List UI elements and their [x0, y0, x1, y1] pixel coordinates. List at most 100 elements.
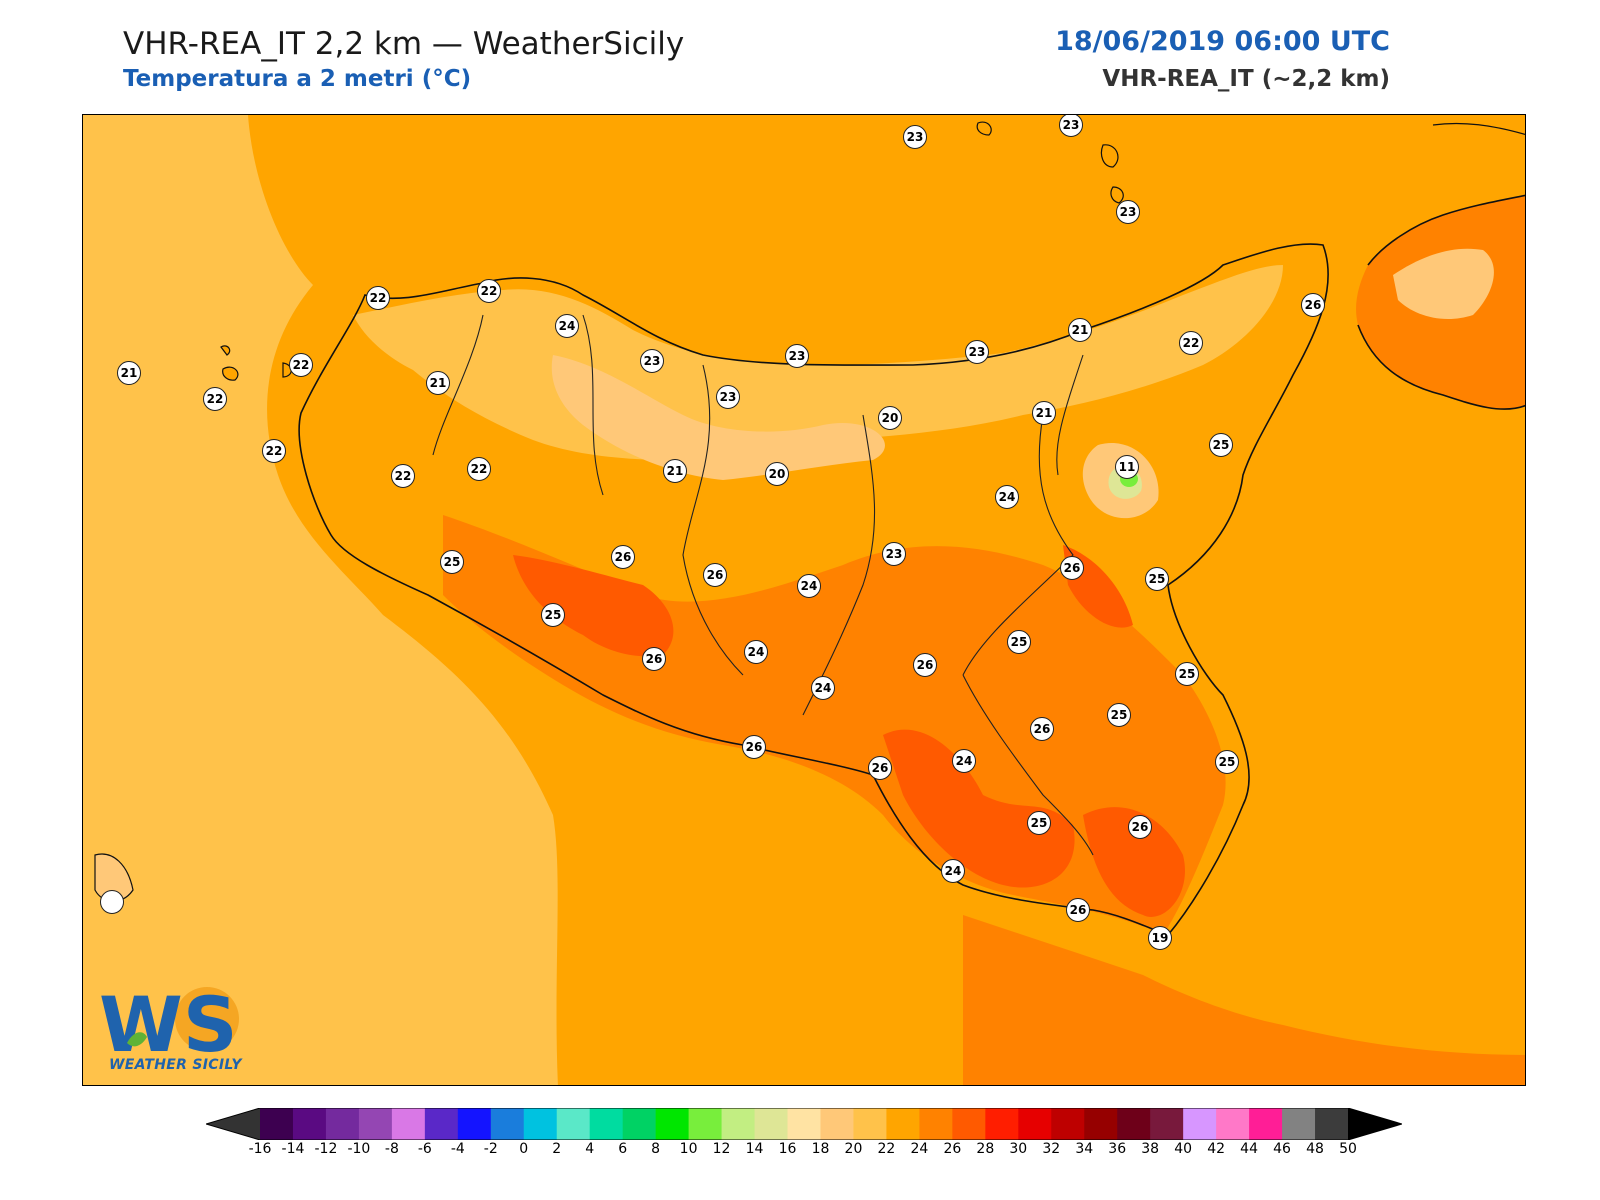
colorbar-cell	[1315, 1108, 1349, 1140]
station-marker: 22	[477, 279, 501, 303]
station-marker	[100, 890, 124, 914]
colorbar-cell	[325, 1108, 360, 1140]
south-east-sea-warm	[963, 915, 1525, 1085]
province-borders	[432, 314, 1094, 856]
colorbar-tick-label: 44	[1240, 1141, 1258, 1157]
station-marker: 26	[742, 735, 766, 759]
station-marker: 23	[640, 349, 664, 373]
station-marker: 24	[952, 749, 976, 773]
station-marker: 23	[965, 340, 989, 364]
station-marker: 26	[611, 545, 635, 569]
colorbar-tick-label: 38	[1141, 1141, 1160, 1157]
colorbar-tick-label: 32	[1042, 1141, 1061, 1157]
colorbar-cell	[292, 1108, 327, 1140]
station-marker: 25	[1007, 630, 1031, 654]
station-marker: 26	[703, 563, 727, 587]
station-marker: 11	[1115, 455, 1139, 479]
colorbar-tick-label: 14	[745, 1141, 764, 1157]
colorbar-cell	[1018, 1108, 1052, 1140]
colorbar-cell	[622, 1108, 657, 1140]
logo-text: WEATHER SICILY	[109, 1057, 242, 1073]
station-marker: 21	[426, 371, 450, 395]
station-marker: 22	[391, 464, 415, 488]
station-marker: 22	[262, 439, 286, 463]
colorbar-tick-label: 4	[585, 1141, 595, 1157]
colorbar-cell	[1084, 1108, 1118, 1140]
station-marker: 23	[882, 542, 906, 566]
colorbar-tick-label: -14	[281, 1141, 305, 1157]
station-marker: 23	[903, 125, 927, 149]
colorbar-cell	[919, 1108, 953, 1140]
temperature-map: 23 23 23 22 22 24 21 22 23 23 23 21 22 2…	[82, 114, 1526, 1086]
colorbar-cell	[853, 1108, 887, 1140]
colorbar-cell	[1216, 1108, 1250, 1140]
station-marker: 25	[1175, 662, 1199, 686]
colorbar-tick-label: -2	[483, 1141, 498, 1157]
station-marker: 26	[1066, 898, 1090, 922]
colorbar-tick-label: -4	[450, 1141, 465, 1157]
station-marker: 21	[1032, 401, 1056, 425]
colorbar-tick-label: 18	[811, 1141, 830, 1157]
valid-datetime: 18/06/2019 06:00 UTC	[1055, 26, 1390, 57]
colorbar-tick-label: 30	[1009, 1141, 1028, 1157]
colorbar-cell	[721, 1108, 756, 1140]
colorbar-tick-label: 46	[1273, 1141, 1291, 1157]
station-marker: 22	[289, 353, 313, 377]
station-marker: 26	[913, 653, 937, 677]
colorbar-tick-label: -10	[347, 1141, 371, 1157]
colorbar-cell	[886, 1108, 920, 1140]
colorbar-tick-label: -6	[417, 1141, 432, 1157]
hot-patch-south-west	[513, 555, 674, 657]
hot-patch-south-east	[1083, 807, 1185, 917]
colorbar-over-arrow	[1348, 1108, 1402, 1140]
colorbar-cell	[1183, 1108, 1217, 1140]
station-marker: 23	[1116, 200, 1140, 224]
station-marker: 26	[1060, 556, 1084, 580]
station-marker: 26	[1030, 717, 1054, 741]
colorbar-tick-label: 22	[877, 1141, 896, 1157]
sicily-coastline	[298, 243, 1329, 936]
station-marker: 24	[797, 574, 821, 598]
colorbar-tick-label: 24	[910, 1141, 929, 1157]
calabria-cool	[1393, 248, 1494, 320]
colorbar-tick-label: 2	[552, 1141, 562, 1157]
station-marker: 24	[941, 859, 965, 883]
station-marker: 23	[716, 385, 740, 409]
colorbar-tick-label: 8	[651, 1141, 661, 1157]
station-marker: 24	[744, 640, 768, 664]
colorbar-tick-label: -8	[384, 1141, 399, 1157]
temperature-colorbar	[206, 1108, 1402, 1140]
station-marker: 26	[1128, 815, 1152, 839]
colorbar-tick-label: 26	[943, 1141, 962, 1157]
colorbar-under-arrow	[206, 1108, 260, 1140]
colorbar-cell	[1249, 1108, 1283, 1140]
colorbar-tick-label: 12	[712, 1141, 731, 1157]
station-marker: 25	[440, 550, 464, 574]
station-marker: 21	[117, 361, 141, 385]
colorbar-cell	[490, 1108, 525, 1140]
colorbar-tick-label: 40	[1174, 1141, 1193, 1157]
colorbar-cell	[688, 1108, 723, 1140]
colorbar-tick-label: -12	[314, 1141, 338, 1157]
colorbar-cell	[754, 1108, 789, 1140]
colorbar-cell	[556, 1108, 591, 1140]
logo-mark: WS	[99, 981, 238, 1069]
station-marker: 25	[1027, 811, 1051, 835]
station-marker: 26	[868, 756, 892, 780]
colorbar-cell	[1150, 1108, 1184, 1140]
colorbar-cell	[391, 1108, 426, 1140]
station-marker: 24	[995, 485, 1019, 509]
colorbar-tick-label: 34	[1075, 1141, 1094, 1157]
station-marker: 22	[467, 457, 491, 481]
colorbar-tick-label: -16	[248, 1141, 272, 1157]
colorbar-cell	[1282, 1108, 1316, 1140]
western-sea-cool	[83, 115, 558, 1085]
station-marker: 25	[541, 603, 565, 627]
hot-patch-south	[883, 729, 1075, 888]
station-marker: 24	[555, 314, 579, 338]
colorbar-cell	[952, 1108, 986, 1140]
colorbar-cell	[787, 1108, 821, 1140]
station-marker: 23	[785, 344, 809, 368]
colorbar-tick-label: 6	[618, 1141, 628, 1157]
station-marker: 24	[811, 676, 835, 700]
